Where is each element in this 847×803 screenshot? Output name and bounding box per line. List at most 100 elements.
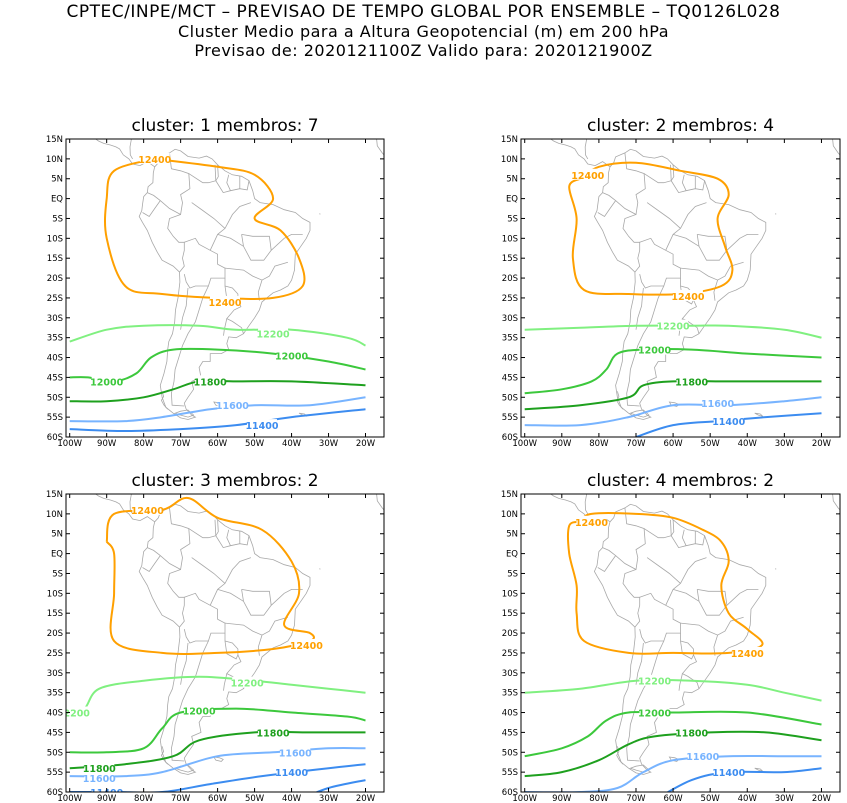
lon-tick-label: 80W	[134, 439, 154, 449]
country-border	[257, 279, 263, 301]
contour-label: 12200	[257, 330, 290, 341]
country-border	[142, 200, 161, 218]
country-border	[142, 555, 161, 573]
contour-line-12000	[524, 348, 822, 395]
contour-label: 12400	[290, 641, 323, 652]
contour-line-12400	[105, 496, 315, 655]
lat-tick-label: 40S	[502, 354, 518, 364]
contour-label-bg	[276, 766, 307, 778]
contour-label: 11400	[712, 768, 745, 779]
panel-title: cluster: 3 membros: 2	[131, 471, 318, 491]
contour-label: 12000	[183, 707, 216, 718]
country-border	[672, 234, 700, 247]
country-border	[643, 519, 672, 539]
lon-tick-label: 30W	[319, 794, 339, 803]
lat-tick-label: 5N	[51, 175, 63, 185]
contour-line-11800	[69, 730, 366, 770]
contour-label: 12000	[638, 709, 671, 720]
lon-tick-label: 100W	[512, 794, 537, 803]
lat-tick-label: 10S	[47, 589, 63, 599]
lon-tick-label: 70W	[626, 439, 646, 449]
country-border	[726, 234, 759, 251]
country-border	[622, 569, 641, 628]
contour-label-bg	[84, 762, 115, 774]
contour-label-bg	[572, 168, 603, 180]
lat-tick-label: 60S	[47, 788, 63, 798]
country-border	[672, 589, 700, 602]
country-border	[597, 555, 616, 573]
lat-tick-label: 5S	[507, 569, 518, 579]
lat-tick-label: 5S	[507, 214, 518, 224]
lat-tick-label: 10N	[46, 155, 63, 165]
contour-label: 11800	[675, 377, 708, 388]
coastline-south-georgia	[754, 412, 764, 417]
country-border	[626, 640, 665, 762]
coastline-south-georgia	[754, 767, 764, 772]
lat-tick-label: 30S	[502, 314, 518, 324]
country-border	[183, 237, 226, 289]
lat-tick-label: 10N	[501, 155, 518, 165]
lat-tick-label: 50S	[47, 748, 63, 758]
lat-tick-label: 60S	[47, 433, 63, 443]
figure-header: CPTEC/INPE/MCT – PREVISAO DE TEMPO GLOBA…	[0, 0, 847, 60]
contour-label-bg	[713, 415, 744, 427]
lat-tick-label: 35S	[47, 689, 63, 699]
lon-tick-label: 70W	[626, 794, 646, 803]
contour-label-bg	[258, 726, 289, 738]
country-border	[223, 318, 228, 336]
map-frame	[520, 493, 841, 793]
lat-tick-label: 30S	[47, 669, 63, 679]
lon-tick-label: 40W	[738, 794, 758, 803]
lat-tick-label: EQ	[506, 195, 518, 205]
coastline-central-america	[94, 139, 155, 168]
map-panel: cluster: 2 membros: 4 12400 12400 12200 1200…	[501, 116, 841, 449]
coastline-central-america	[550, 139, 611, 168]
coastline-chile-archipelago	[160, 746, 168, 765]
lat-tick-label: 15S	[502, 254, 518, 264]
country-border	[597, 200, 616, 218]
contour-label: 12200	[231, 679, 264, 690]
contour-line-12000	[69, 707, 366, 754]
panel-title: cluster: 2 membros: 4	[587, 116, 774, 136]
lat-tick-label: 5N	[51, 530, 63, 540]
lat-tick-label: 20S	[47, 629, 63, 639]
coastline-tierra-del-fuego	[629, 409, 650, 418]
lat-tick-label: 55S	[502, 413, 518, 423]
lat-tick-label: 40S	[47, 354, 63, 364]
contour-label-bg	[217, 399, 248, 411]
contour-line-11400	[69, 763, 366, 792]
country-border	[209, 202, 252, 251]
contour-line-11400	[69, 408, 366, 433]
contour-label-bg	[84, 772, 115, 784]
contour-label: 12400	[208, 298, 241, 309]
country-border	[726, 589, 759, 606]
contour-label-bg	[91, 375, 122, 387]
coastline-tierra-del-fuego	[173, 409, 195, 418]
contour-label: 12000	[638, 346, 671, 357]
lat-tick-label: 10S	[47, 234, 63, 244]
lat-tick-label: 35S	[502, 689, 518, 699]
lon-tick-label: 30W	[775, 439, 795, 449]
country-border	[622, 214, 641, 273]
contour-label: 12200	[57, 709, 90, 720]
coastline-caribbean	[129, 139, 133, 160]
contour-label-bg	[132, 503, 163, 515]
lat-tick-label: 45S	[502, 373, 518, 383]
lat-tick-label: 55S	[502, 768, 518, 778]
country-border	[215, 164, 250, 194]
contour-line-11600	[524, 754, 822, 792]
country-border	[270, 234, 303, 251]
map-frame	[65, 493, 385, 793]
country-border	[639, 237, 681, 289]
lat-tick-label: 55S	[47, 768, 63, 778]
lat-tick-label: 40S	[47, 709, 63, 719]
lat-tick-label: 10S	[502, 589, 518, 599]
lat-tick-label: 50S	[47, 393, 63, 403]
country-border	[665, 202, 707, 251]
lat-tick-label: 50S	[502, 393, 518, 403]
country-border	[270, 589, 303, 606]
contour-label-bg	[280, 746, 311, 758]
lon-tick-label: 90W	[97, 439, 117, 449]
country-border	[678, 673, 683, 691]
